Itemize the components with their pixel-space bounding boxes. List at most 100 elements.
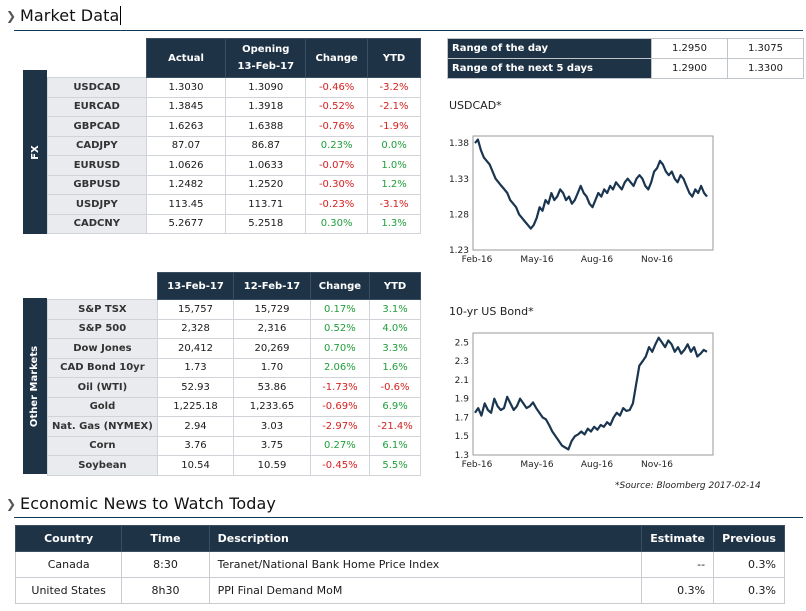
news-estimate: 0.3% [641,577,715,604]
market-value-current: 3.76 [156,435,235,456]
fx-opening: 1.0633 [225,155,307,176]
fx-actual: 1.6263 [145,116,227,137]
x-tick-label: Aug-16 [581,255,614,265]
fx-change: -0.46% [305,77,369,98]
table-row: S&P 500 2,328 2,316 0.52% 4.0% [47,318,421,339]
news-description: PPI Final Demand MoM [208,577,643,604]
table-row: S&P TSX 15,757 15,729 0.17% 3.1% [47,299,421,320]
fx-ytd: -2.1% [367,96,421,117]
news-description: Teranet/National Bank Home Price Index [208,551,643,578]
market-label: Oil (WTI) [47,377,158,398]
news-previous: 0.3% [713,551,785,578]
y-tick-label: 2.1 [455,376,469,386]
range-low: 1.2950 [651,38,728,59]
table-row: Soybean 10.54 10.59 -0.45% 5.5% [47,455,421,476]
fx-actual: 1.0626 [145,155,227,176]
fx-actual: 5.2677 [145,213,227,234]
market-change: 0.70% [309,338,371,359]
y-tick-label: 1.9 [455,395,470,405]
fx-opening: 86.87 [225,135,307,156]
fx-change: -0.23% [305,194,369,215]
table-row: EURCAD 1.3845 1.3918 -0.52% -2.1% [47,96,421,117]
table-row: Gold 1,225.18 1,233.65 -0.69% 6.9% [47,396,421,417]
fx-ytd: -3.1% [367,194,421,215]
fx-side-text: FX [29,144,41,160]
news-time: 8h30 [121,577,210,604]
table-row: USDJPY 113.45 113.71 -0.23% -3.1% [47,194,421,215]
market-label: Dow Jones [47,338,158,359]
fx-change: -0.76% [305,116,369,137]
market-value-previous: 3.75 [233,435,311,456]
range-table: Range of the day 1.2950 1.3075 Range of … [447,38,804,79]
fx-opening: 113.71 [225,194,307,215]
fx-opening: 1.2520 [225,174,307,195]
market-ytd: -0.6% [369,377,421,398]
fx-pair-label: CADCNY [47,213,147,234]
market-ytd: 5.5% [369,455,421,476]
market-value-previous: 10.59 [233,455,311,476]
table-row: GBPCAD 1.6263 1.6388 -0.76% -1.9% [47,116,421,137]
fx-opening: 1.6388 [225,116,307,137]
market-value-previous: 15,729 [233,299,311,320]
market-change: -2.97% [309,416,371,437]
divider [14,517,803,518]
plot-frame [472,332,714,456]
market-value-current: 1,225.18 [156,396,235,417]
x-tick-label: May-16 [520,255,553,265]
market-value-previous: 20,269 [233,338,311,359]
market-value-current: 15,757 [156,299,235,320]
other-markets-side-label: Other Markets [23,298,47,474]
other-markets-side-text: Other Markets [29,345,41,427]
om-col-change: Change [309,272,371,300]
table-row: Dow Jones 20,412 20,269 0.70% 3.3% [47,338,421,359]
fx-col-ytd: YTD [367,38,421,78]
fx-pair-label: EURCAD [47,96,147,117]
range-label: Range of the next 5 days [447,58,652,79]
market-label: S&P 500 [47,318,158,339]
fx-ytd: 1.3% [367,213,421,234]
news-col-estimate: Estimate [641,525,715,552]
market-ytd: -21.4% [369,416,421,437]
y-tick-label: 1.5 [455,432,469,442]
fx-col-change: Change [305,38,369,78]
table-row: USDCAD 1.3030 1.3090 -0.46% -3.2% [47,77,421,98]
fx-opening: 1.3090 [225,77,307,98]
range-label: Range of the day [447,38,652,59]
fx-pair-label: EURUSD [47,155,147,176]
usdcad-chart-title: USDCAD* [449,99,502,112]
market-change: 0.17% [309,299,371,320]
fx-ytd: 0.0% [367,135,421,156]
news-col-country: Country [14,525,123,552]
market-label: Gold [47,396,158,417]
news-time: 8:30 [121,551,210,578]
fx-actual: 1.2482 [145,174,227,195]
market-ytd: 3.3% [369,338,421,359]
range-row: Range of the next 5 days 1.2900 1.3300 [447,58,804,79]
range-high: 1.3300 [727,58,804,79]
x-tick-label: Nov-16 [641,255,673,265]
market-change: 0.52% [309,318,371,339]
news-estimate: -- [641,551,715,578]
table-row: Corn 3.76 3.75 0.27% 6.1% [47,435,421,456]
market-label: Corn [47,435,158,456]
x-tick-label: Feb-16 [462,460,493,470]
fx-change: 0.30% [305,213,369,234]
news-table: Country Time Description Estimate Previo… [14,525,785,604]
om-col-date2: 12-Feb-17 [233,272,311,300]
news-country: Canada [14,551,123,578]
y-tick-label: 2.5 [455,338,469,348]
table-row: EURUSD 1.0626 1.0633 -0.07% 1.0% [47,155,421,176]
y-tick-label: 1.33 [449,175,469,185]
market-label: Soybean [47,455,158,476]
news-country: United States [14,577,123,604]
market-ytd: 3.1% [369,299,421,320]
market-data-header: ❯ Market Data [6,6,122,25]
x-tick-label: Nov-16 [641,460,673,470]
y-tick-label: 1.38 [449,139,469,149]
fx-actual: 113.45 [145,194,227,215]
y-tick-label: 1.28 [449,210,469,220]
blank-header [47,38,147,78]
market-change: -1.73% [309,377,371,398]
fx-pair-label: CADJPY [47,135,147,156]
